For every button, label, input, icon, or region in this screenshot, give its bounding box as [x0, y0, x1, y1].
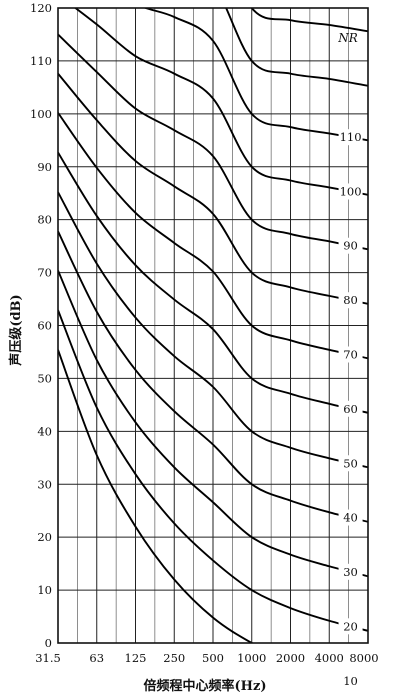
- curve-label-50: 50: [343, 456, 358, 470]
- y-tick-label: 70: [37, 266, 52, 280]
- nr-curve-70: [58, 112, 368, 360]
- curve-label-bg: [338, 237, 363, 254]
- nr-curve-130: [250, 8, 368, 33]
- y-tick-label: 100: [30, 107, 52, 121]
- x-tick-label: 1000: [237, 651, 266, 665]
- x-tick-label: 31.5: [35, 651, 61, 665]
- y-tick-label: 110: [30, 54, 52, 68]
- nr-curves: [58, 8, 368, 643]
- x-tick-label: 500: [202, 651, 224, 665]
- grid: [58, 7, 368, 644]
- curve-label-bg: [338, 563, 363, 580]
- x-axis-ticks: 31.5 63 125 250 500 1000 2000 4000 8000: [35, 651, 378, 665]
- curve-label-100: 100: [340, 184, 362, 198]
- curve-labels: 10 20 30 40 50 60 70 80 90 100 110: [338, 129, 363, 689]
- curve-label-bg: [338, 618, 363, 635]
- legend-title: NR: [337, 31, 358, 45]
- nr-curve-30: [58, 270, 368, 578]
- x-tick-label: 4000: [315, 651, 344, 665]
- x-tick-label: 63: [89, 651, 104, 665]
- y-tick-label: 60: [37, 319, 52, 333]
- curve-label-bg: [338, 183, 363, 200]
- curve-label-20: 20: [343, 619, 358, 633]
- y-tick-label: 10: [37, 583, 52, 597]
- curve-label-10: 10: [343, 674, 358, 688]
- nr-curve-40: [58, 230, 368, 523]
- nr-curve-110: [142, 8, 368, 142]
- y-tick-label: 120: [30, 1, 52, 15]
- curve-label-30: 30: [343, 565, 358, 579]
- x-tick-label: 125: [125, 651, 147, 665]
- curve-label-80: 80: [343, 293, 358, 307]
- y-axis-ticks: 0 10 20 30 40 50 60 70 80 90 100 110 120: [30, 1, 52, 650]
- nr-curve-60: [58, 151, 368, 414]
- curve-label-bg: [338, 129, 363, 146]
- curve-label-40: 40: [343, 511, 358, 525]
- nr-curve-50: [58, 191, 368, 469]
- x-tick-label: 2000: [276, 651, 305, 665]
- curve-label-60: 60: [343, 402, 358, 416]
- curve-label-bg: [338, 509, 363, 526]
- y-axis-title: 声压级(dB): [8, 294, 24, 366]
- x-tick-label: 8000: [349, 651, 378, 665]
- nr-curve-10: [58, 349, 254, 643]
- curve-label-bg: [338, 455, 363, 472]
- y-tick-label: 80: [37, 213, 52, 227]
- nr-curve-80: [58, 73, 368, 305]
- curve-label-110: 110: [340, 130, 362, 144]
- curve-label-bg: [338, 672, 363, 689]
- x-tick-label: 250: [163, 651, 185, 665]
- y-tick-label: 30: [37, 477, 52, 491]
- y-tick-label: 20: [37, 530, 52, 544]
- plot-frame: [57, 7, 369, 644]
- curve-label-bg: [338, 292, 363, 309]
- y-tick-label: 90: [37, 160, 52, 174]
- y-tick-label: 0: [45, 636, 52, 650]
- x-axis-title: 倍频程中心频率(Hz): [144, 678, 267, 694]
- y-tick-label: 40: [37, 424, 52, 438]
- nr-curve-90: [58, 33, 368, 251]
- nr-curve-120: [225, 8, 368, 87]
- nr-curve-100: [73, 8, 368, 196]
- curve-label-bg: [338, 346, 363, 363]
- curve-label-bg: [338, 400, 363, 417]
- nr-curve-20: [58, 309, 368, 632]
- curve-label-70: 70: [343, 347, 358, 361]
- y-tick-label: 50: [37, 371, 52, 385]
- curve-label-90: 90: [343, 239, 358, 253]
